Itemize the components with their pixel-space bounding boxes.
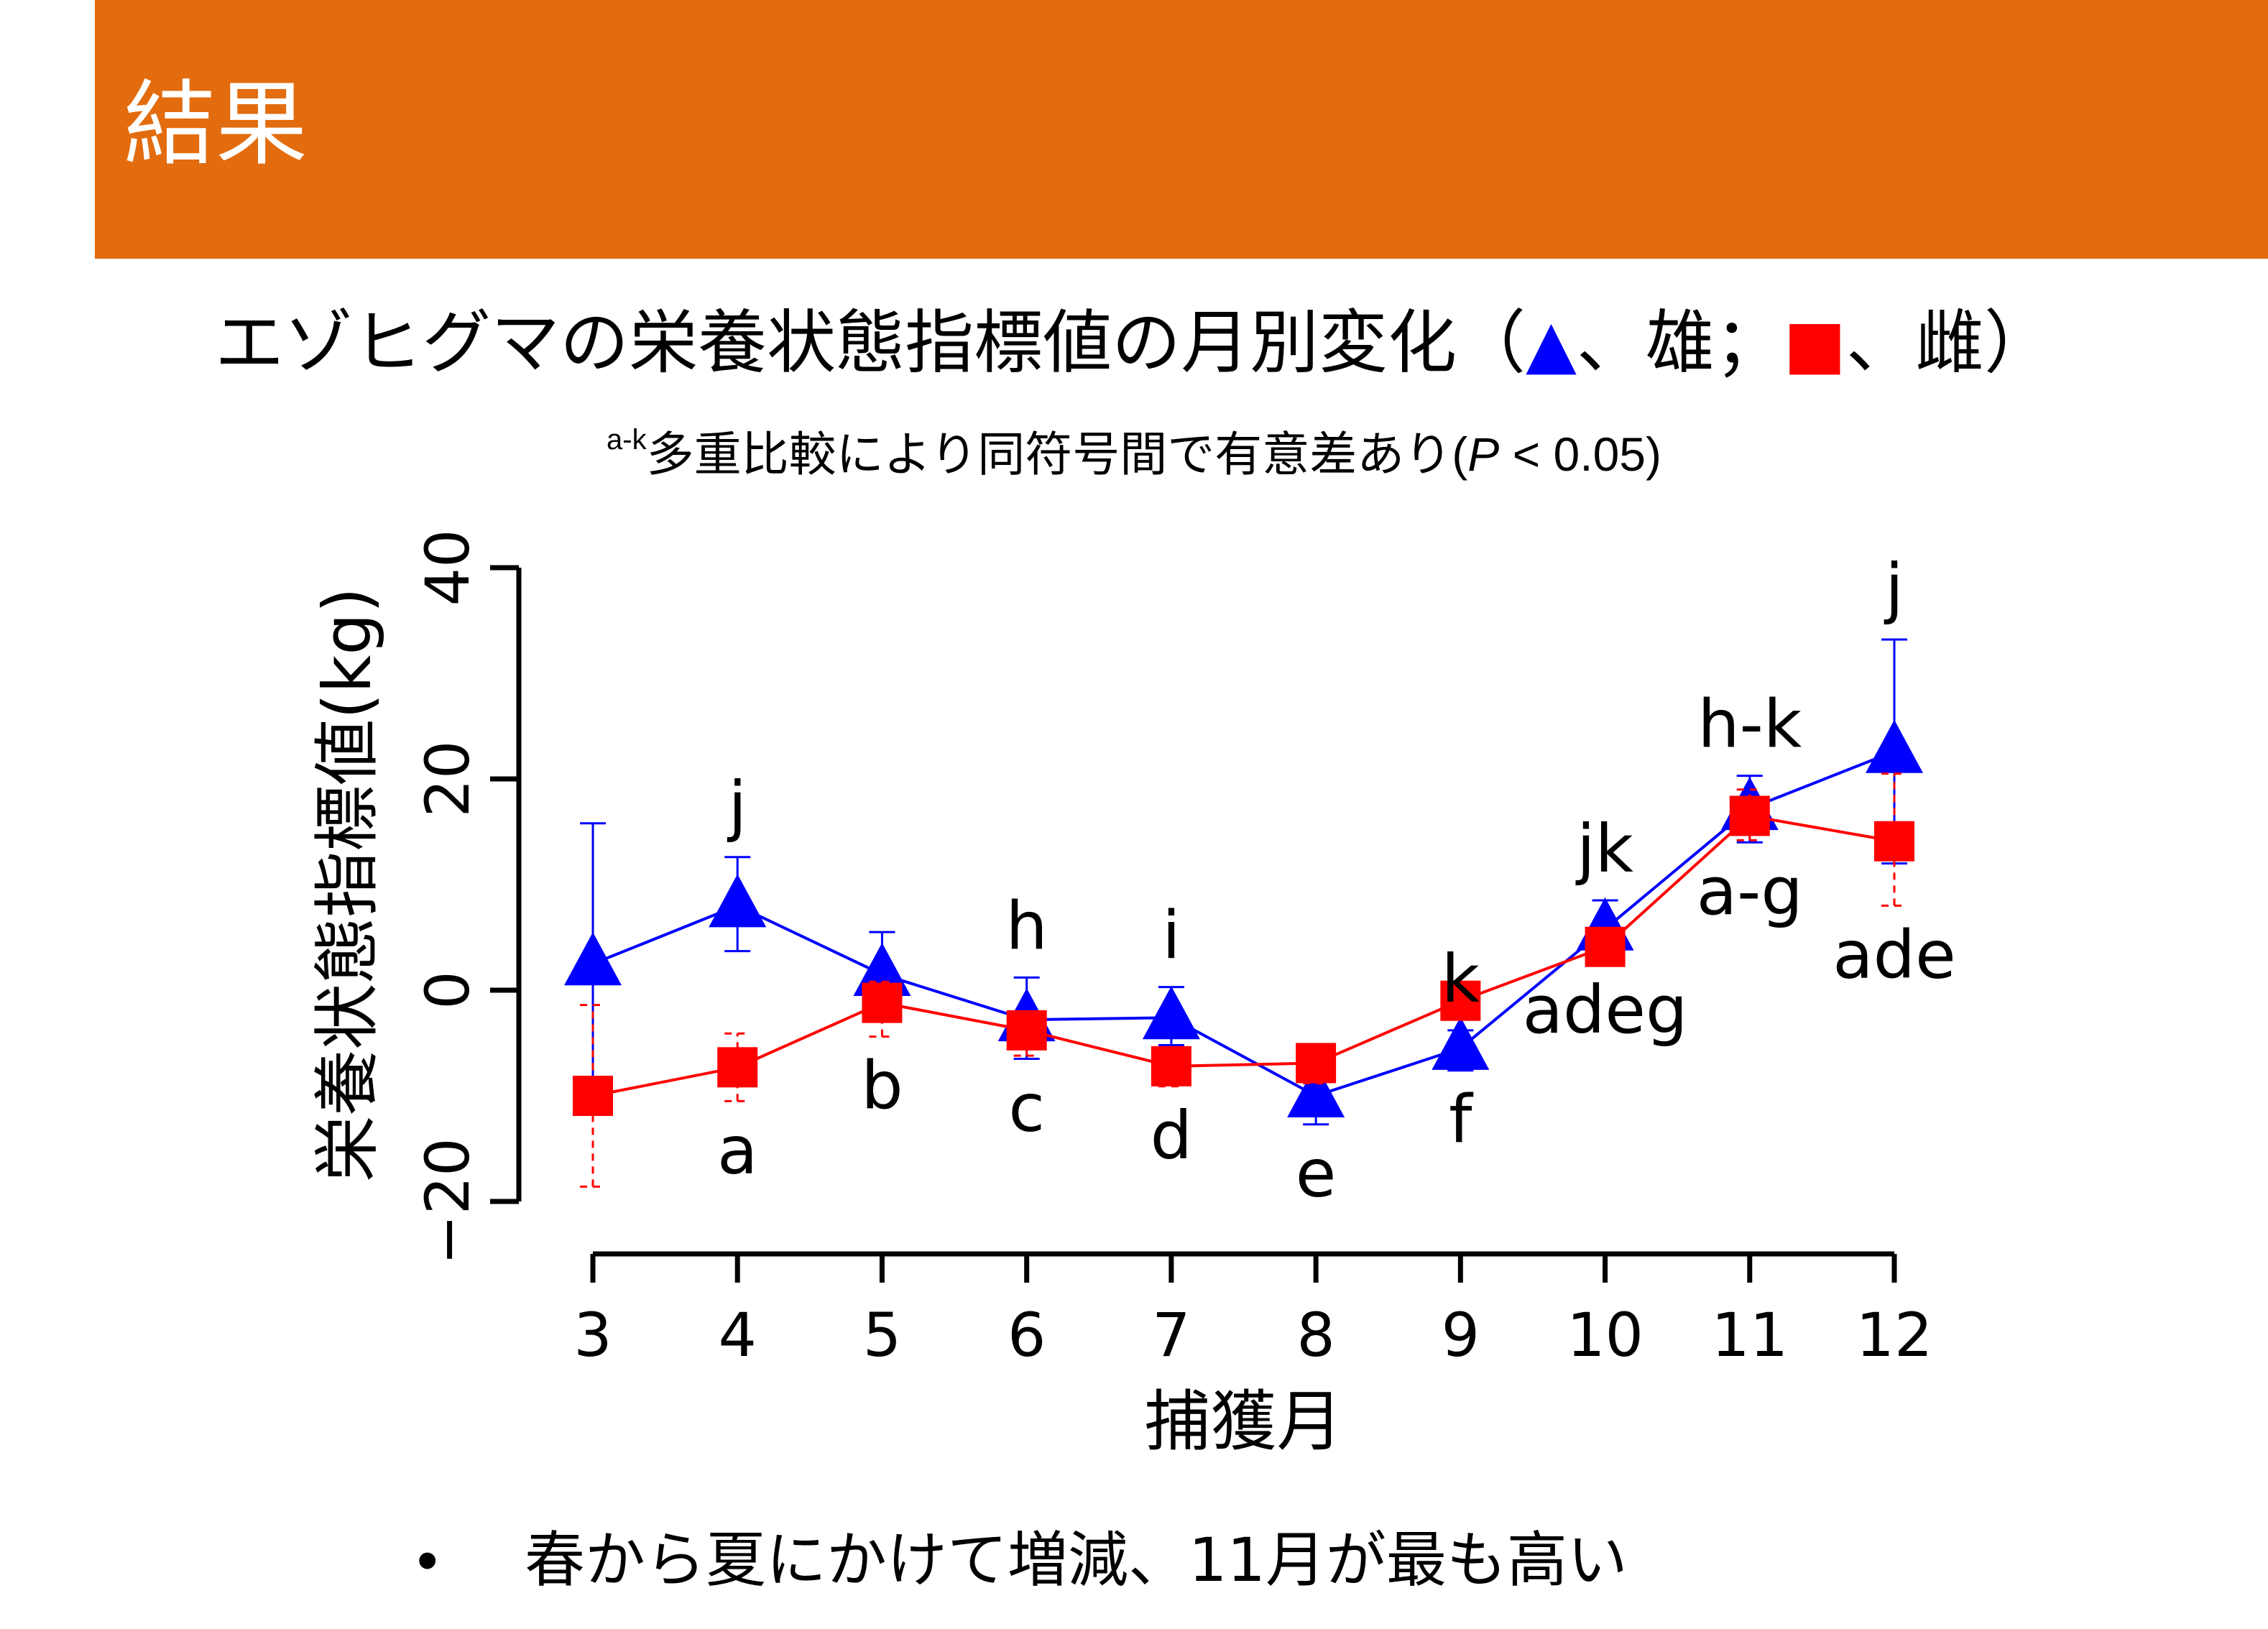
- female-significance-label: e: [1296, 1135, 1337, 1212]
- x-tick-label: 6: [1008, 1300, 1046, 1370]
- female-significance-label: adeg: [1523, 972, 1688, 1048]
- y-tick-label: 0: [412, 971, 483, 1009]
- x-tick-label: 5: [863, 1300, 901, 1370]
- data-point-square: [1585, 926, 1626, 967]
- bullet-dot-icon: •: [417, 1526, 438, 1594]
- bullet-point: • 春から夏にかけて増減、11月が最も高い: [417, 1525, 1628, 1595]
- data-point-square: [1874, 821, 1914, 862]
- female-significance-label: a: [717, 1112, 757, 1189]
- subtitle-superscript: a-k: [607, 424, 647, 456]
- male-significance-label: j: [727, 767, 747, 844]
- x-tick-label: 3: [573, 1300, 612, 1370]
- male-significance-label: i: [1162, 897, 1181, 974]
- female-significance-label: c: [1008, 1070, 1045, 1147]
- data-point-triangle: [853, 942, 911, 996]
- female-significance-label: d: [1151, 1097, 1192, 1174]
- female-legend-square-icon: ■: [1783, 305, 1846, 382]
- x-tick-label: 9: [1442, 1300, 1480, 1370]
- female-significance-label: b: [861, 1048, 903, 1125]
- data-point-triangle: [1287, 1064, 1345, 1117]
- chart-title: エゾヒグマの栄養状態指標値の月別変化（▲、雄；■、雌）: [0, 305, 2268, 382]
- data-point-triangle: [1142, 986, 1200, 1040]
- data-point-triangle: [1866, 719, 1923, 773]
- slide-title: 結果: [124, 71, 308, 178]
- y-axis-label: 栄養状態指標値(kg): [309, 587, 386, 1181]
- data-point-square: [1296, 1043, 1337, 1084]
- subtitle-p-text: < 0.05): [1499, 428, 1661, 481]
- x-tick-label: 8: [1296, 1300, 1334, 1370]
- female-significance-label: ade: [1833, 916, 1955, 993]
- male-significance-label: h: [1006, 887, 1048, 964]
- series-female: [573, 772, 1914, 1188]
- chart-title-main: エゾヒグマの栄養状態指標値の月別変化（: [215, 303, 1526, 383]
- female-significance-label: a-g: [1697, 853, 1803, 930]
- female-significance-label: f: [1449, 1081, 1474, 1158]
- data-point-triangle: [1432, 1016, 1490, 1070]
- subtitle-p-symbol: P: [1467, 428, 1500, 481]
- x-tick-label: 7: [1152, 1300, 1190, 1370]
- x-axis-label: 捕獲月: [1144, 1383, 1342, 1460]
- x-tick-label: 12: [1856, 1300, 1933, 1370]
- y-tick-label: −20: [412, 1137, 483, 1265]
- male-significance-label: jk: [1575, 811, 1634, 887]
- series-line: [592, 749, 1895, 1098]
- bullet-text: 春から夏にかけて増減、11月が最も高い: [525, 1525, 1628, 1595]
- chart-subtitle: a-k多重比較により同符号間で有意差あり(P < 0.05): [0, 424, 2268, 481]
- data-point-square: [1440, 980, 1481, 1021]
- male-legend-triangle-icon: ▲: [1526, 305, 1577, 382]
- data-point-triangle: [709, 874, 767, 928]
- data-point-triangle: [564, 932, 622, 986]
- data-point-square: [862, 982, 903, 1023]
- header-bar: [95, 0, 2268, 259]
- x-tick-label: 4: [718, 1300, 756, 1370]
- data-point-square: [573, 1076, 613, 1116]
- data-point-square: [1006, 1010, 1047, 1051]
- series-line: [592, 814, 1895, 1097]
- male-significance-label: h-k: [1697, 686, 1802, 763]
- male-significance-label: j: [1884, 550, 1904, 627]
- chart-title-male-text: 、雄；: [1576, 303, 1784, 383]
- data-point-square: [717, 1047, 758, 1088]
- chart-title-female-text: 、雌）: [1845, 303, 2053, 383]
- y-tick-label: 20: [412, 741, 483, 818]
- data-point-square: [1151, 1046, 1191, 1086]
- data-point-square: [1729, 795, 1770, 836]
- x-tick-label: 10: [1567, 1300, 1644, 1370]
- y-tick-label: 40: [412, 530, 483, 606]
- male-significance-label: k: [1442, 941, 1480, 1017]
- x-tick-label: 11: [1711, 1300, 1788, 1370]
- subtitle-text: 多重比較により同符号間で有意差あり(: [646, 428, 1468, 481]
